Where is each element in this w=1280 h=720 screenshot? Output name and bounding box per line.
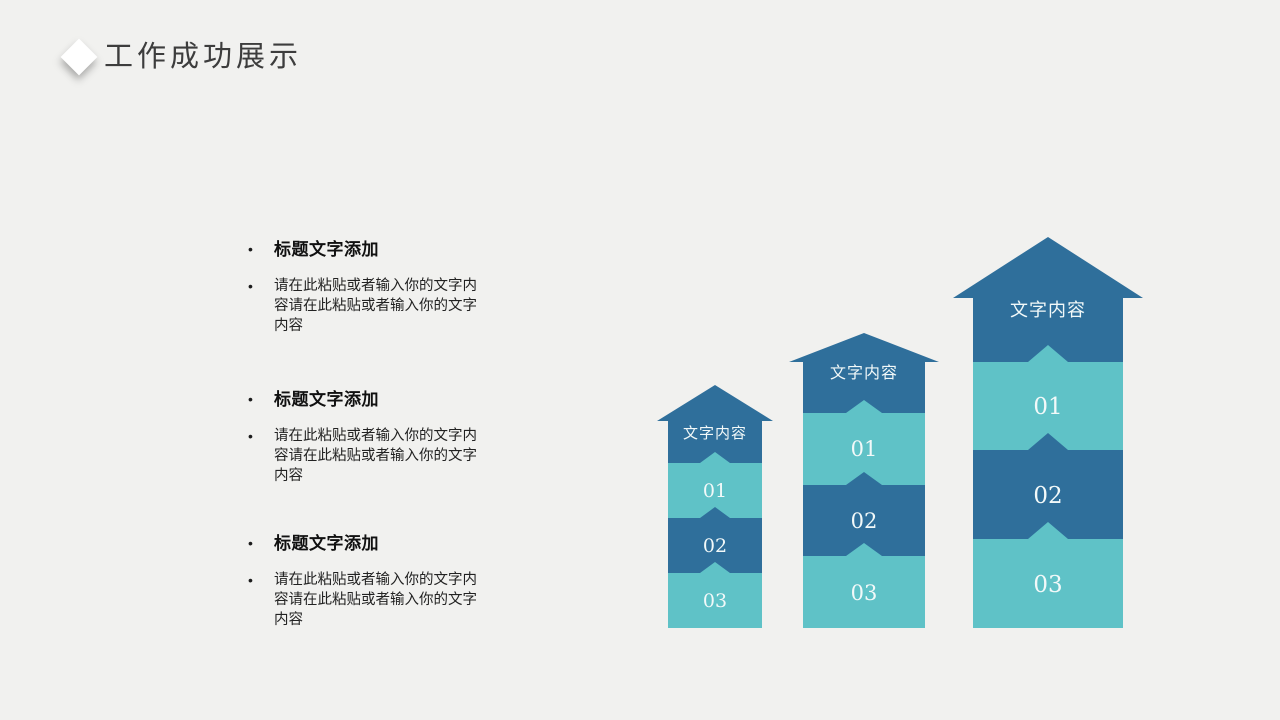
segment-label: 02 [851,509,878,533]
body-row: • 请在此粘贴或者输入你的文字内容请在此粘贴或者输入你的文字内容 [248,276,498,336]
bullet-block: • 标题文字添加 • 请在此粘贴或者输入你的文字内容请在此粘贴或者输入你的文字内… [248,389,498,486]
body-row: • 请在此粘贴或者输入你的文字内容请在此粘贴或者输入你的文字内容 [248,426,498,486]
bullet-icon: • [248,391,253,407]
block-heading: 标题文字添加 [274,390,379,409]
block-body: 请在此粘贴或者输入你的文字内容请在此粘贴或者输入你的文字内容 [274,572,477,628]
segment-label: 03 [1033,572,1062,598]
heading-row: • 标题文字添加 [248,239,498,261]
body-row: • 请在此粘贴或者输入你的文字内容请在此粘贴或者输入你的文字内容 [248,570,498,630]
segment-label: 02 [703,535,727,557]
block-heading: 标题文字添加 [274,534,379,553]
block-heading: 标题文字添加 [274,240,379,259]
segment-label: 01 [1033,394,1062,420]
bullet-icon: • [248,278,253,294]
segment-02-shape [973,433,1123,539]
slide-header: 工作成功展示 [0,0,1280,100]
bullet-block: • 标题文字添加 • 请在此粘贴或者输入你的文字内容请在此粘贴或者输入你的文字内… [248,533,498,630]
segment-03-shape [668,562,762,628]
segment-01-shape [668,452,762,518]
arrow-head-shape [657,385,773,463]
segment-label: 02 [1033,483,1062,509]
arrow-chart-tall: 文字内容 01 02 03 [953,237,1143,628]
segment-02-shape [803,472,925,556]
bullet-block: • 标题文字添加 • 请在此粘贴或者输入你的文字内容请在此粘贴或者输入你的文字内… [248,239,498,336]
heading-row: • 标题文字添加 [248,533,498,555]
segment-label: 03 [851,581,878,605]
segment-label: 01 [703,480,727,502]
segment-label: 01 [851,437,878,461]
segment-label: 03 [703,590,727,612]
segment-02-shape [668,507,762,573]
arrow-label: 文字内容 [830,364,898,382]
block-body: 请在此粘贴或者输入你的文字内容请在此粘贴或者输入你的文字内容 [274,278,477,334]
segment-03-shape [803,543,925,628]
page-title: 工作成功展示 [104,41,303,73]
diamond-icon [60,38,98,76]
arrow-chart-small: 文字内容 01 02 03 [657,385,773,628]
arrow-chart-medium: 文字内容 01 02 03 [789,333,939,628]
segment-01-shape [803,400,925,485]
bullet-icon: • [248,535,253,551]
arrow-label: 文字内容 [1010,300,1086,320]
arrow-head-shape [953,237,1143,362]
arrow-label: 文字内容 [683,425,747,442]
heading-row: • 标题文字添加 [248,389,498,411]
bullet-icon: • [248,241,253,257]
bullet-icon: • [248,428,253,444]
segment-01-shape [973,345,1123,450]
arrow-head-shape [789,333,939,413]
block-body: 请在此粘贴或者输入你的文字内容请在此粘贴或者输入你的文字内容 [274,428,477,484]
segment-03-shape [973,522,1123,628]
bullet-icon: • [248,572,253,588]
